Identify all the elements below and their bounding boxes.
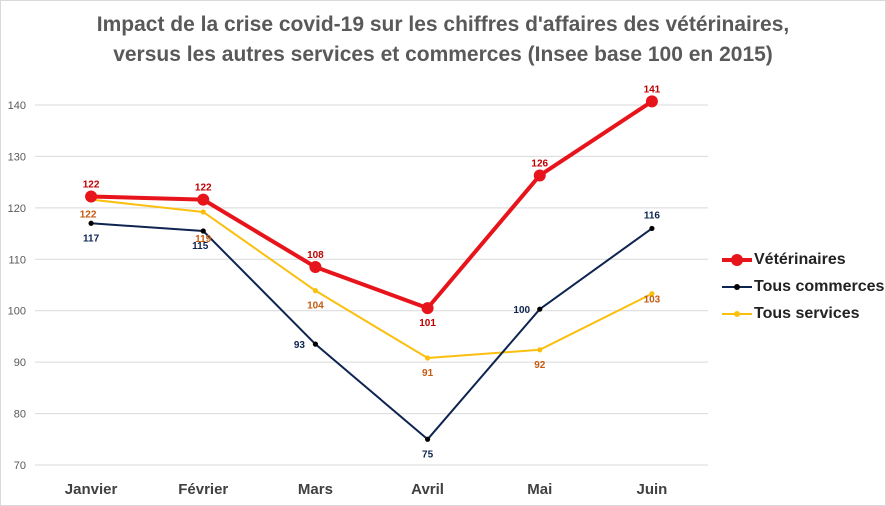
x-tick-label-2: Mars — [298, 481, 333, 498]
series-0-point-1 — [197, 193, 210, 206]
series-1-data-label-3: 75 — [422, 449, 434, 460]
x-tick-label-5: Juin — [636, 481, 667, 498]
series-2-data-label-5: 103 — [644, 295, 661, 306]
series-1-data-label-5: 116 — [644, 210, 661, 221]
series-2-point-1 — [200, 209, 206, 215]
legend-item-veterinaires: Vétérinaires — [722, 246, 884, 273]
series-0-point-3 — [421, 302, 434, 315]
y-tick-label-70: 70 — [14, 460, 26, 472]
y-tick-label-120: 120 — [8, 203, 26, 215]
series-2-data-label-4: 92 — [534, 360, 546, 371]
legend-item-tous-commerces: Tous commerces — [722, 273, 884, 300]
legend-label-tous-services: Tous services — [754, 304, 860, 322]
legend-swatch-tous-commerces — [722, 283, 752, 290]
y-tick-label-130: 130 — [8, 151, 26, 163]
series-0-point-0 — [85, 190, 98, 203]
chart-title-line-1: Impact de la crise covid-19 sur les chif… — [96, 13, 790, 36]
series-1-point-2 — [312, 341, 319, 347]
series-1-point-5 — [649, 225, 655, 232]
series-0-data-label-5: 141 — [644, 84, 661, 95]
series-2-data-label-3: 91 — [422, 368, 434, 379]
series-1-data-label-4: 100 — [513, 305, 530, 316]
series-2-data-label-1: 119 — [195, 234, 212, 245]
chart-title-line-2: versus les autres services et commerces … — [113, 43, 773, 66]
series-2-data-label-0: 122 — [80, 210, 97, 221]
legend-label-tous-commerces: Tous commerces — [754, 277, 885, 295]
x-tick-label-1: Février — [178, 481, 228, 498]
series-line-1 — [91, 222, 653, 441]
legend-swatch-veterinaires — [722, 253, 752, 266]
series-1-data-label-1: 115 — [192, 241, 209, 252]
legend-swatch-tous-services — [722, 310, 752, 317]
series-1-point-0 — [88, 220, 94, 226]
y-tick-label-110: 110 — [8, 254, 26, 266]
x-tick-label-4: Mai — [527, 481, 552, 498]
series-0-data-label-3: 101 — [419, 318, 436, 329]
x-tick-label-0: Janvier — [65, 481, 118, 498]
series-0-point-5 — [645, 95, 658, 108]
series-line-2 — [90, 198, 653, 360]
series-1-point-4 — [537, 306, 543, 312]
series-2-point-2 — [312, 288, 319, 294]
chart-title: Impact de la crise covid-19 sur les chif… — [0, 10, 886, 70]
series-1-data-label-2: 93 — [294, 340, 306, 351]
y-tick-label-90: 90 — [14, 357, 26, 369]
series-0-point-2 — [309, 261, 322, 273]
y-tick-label-80: 80 — [14, 409, 26, 421]
x-tick-label-3: Avril — [411, 481, 444, 498]
series-2-point-3 — [424, 355, 431, 361]
legend: Vétérinaires Tous commerces Tous service… — [722, 246, 884, 327]
series-1-data-label-0: 117 — [83, 233, 100, 244]
series-0-data-label-0: 122 — [83, 180, 100, 191]
series-0-data-label-4: 126 — [531, 158, 548, 169]
series-2-data-label-2: 104 — [307, 301, 324, 312]
series-0-data-label-2: 108 — [307, 250, 324, 261]
y-tick-label-140: 140 — [8, 100, 26, 112]
series-2-point-5 — [649, 291, 655, 297]
series-2-point-4 — [537, 347, 543, 353]
series-line-0 — [91, 99, 654, 311]
series-0-data-label-1: 122 — [195, 183, 212, 194]
y-tick-label-100: 100 — [8, 306, 26, 318]
series-1-point-1 — [200, 228, 206, 234]
series-0-point-4 — [533, 169, 546, 182]
legend-label-veterinaires: Vétérinaires — [754, 250, 846, 268]
series-1-point-3 — [424, 436, 431, 442]
legend-item-tous-services: Tous services — [722, 300, 884, 327]
